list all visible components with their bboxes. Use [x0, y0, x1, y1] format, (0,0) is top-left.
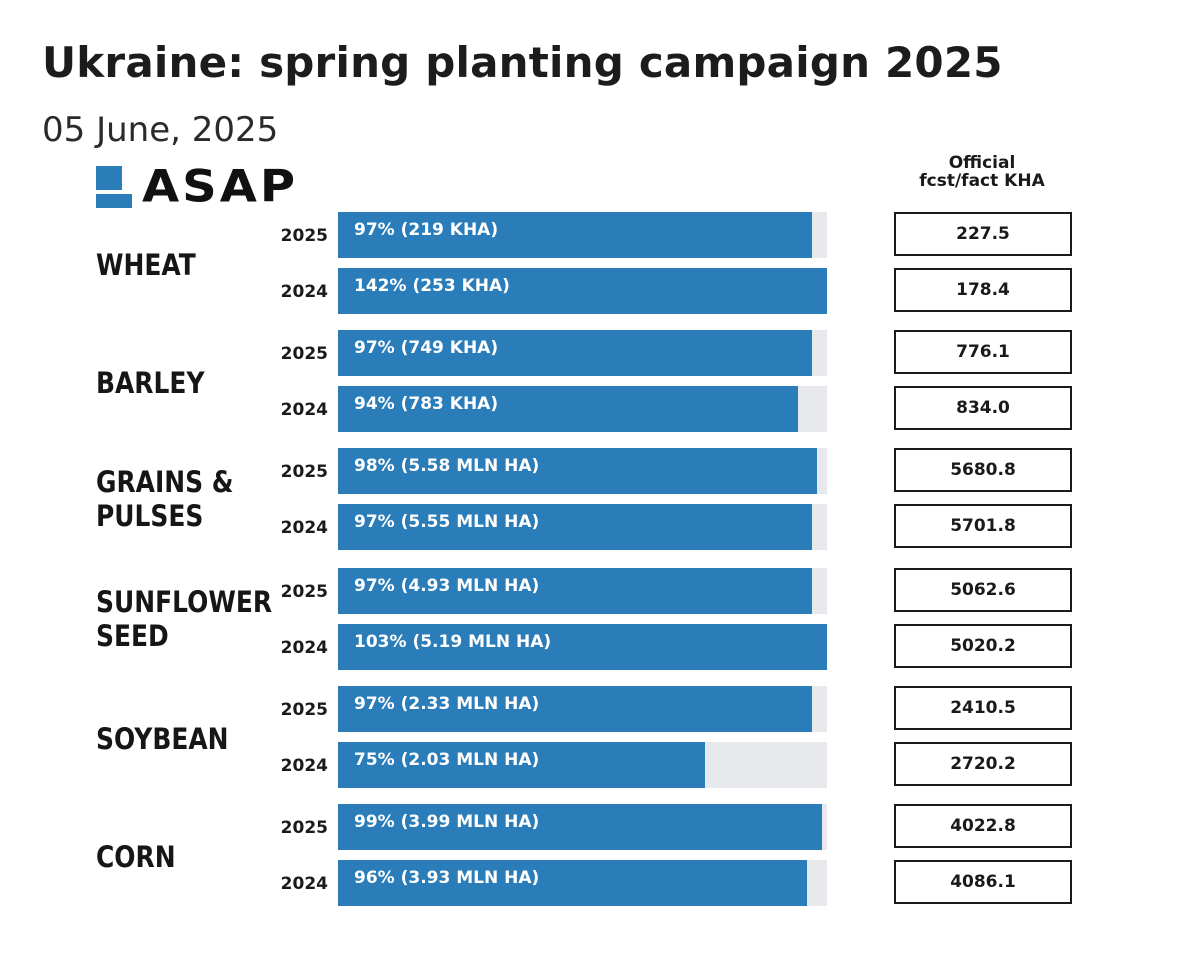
official-value-box: 5020.2 [894, 624, 1072, 668]
official-value-box: 5680.8 [894, 448, 1072, 492]
year-label: 2025 [280, 582, 328, 602]
bar-2024 [338, 268, 827, 314]
crop-label: BARLEY [96, 366, 205, 400]
official-value-box: 2410.5 [894, 686, 1072, 730]
year-label: 2024 [280, 518, 328, 538]
bar-data-label: 98% (5.58 MLN HA) [354, 456, 540, 476]
official-value-box: 834.0 [894, 386, 1072, 430]
bar-data-label: 97% (749 KHA) [354, 338, 499, 358]
bar-track: 97% (749 KHA) [338, 330, 827, 376]
bar-data-label: 99% (3.99 MLN HA) [354, 812, 540, 832]
year-label: 2025 [280, 344, 328, 364]
bar-2024 [338, 386, 798, 432]
crop-label-line: WHEAT [96, 248, 196, 282]
official-value-box: 178.4 [894, 268, 1072, 312]
bar-track: 96% (3.93 MLN HA) [338, 860, 827, 906]
official-column-header: Official fcst/fact KHA [892, 154, 1072, 190]
crop-label: CORN [96, 840, 176, 874]
bar-2025 [338, 804, 822, 850]
bar-2025 [338, 448, 817, 494]
official-value-box: 227.5 [894, 212, 1072, 256]
bar-2025 [338, 568, 812, 614]
crop-label-line: CORN [96, 840, 176, 874]
official-value-box: 776.1 [894, 330, 1072, 374]
bar-data-label: 97% (2.33 MLN HA) [354, 694, 540, 714]
bar-2025 [338, 686, 812, 732]
bar-track: 142% (253 KHA) [338, 268, 827, 314]
bar-track: 98% (5.58 MLN HA) [338, 448, 827, 494]
bar-track: 97% (2.33 MLN HA) [338, 686, 827, 732]
crop-label-line: SEED [96, 619, 169, 653]
official-value-box: 2720.2 [894, 742, 1072, 786]
official-value-box: 5062.6 [894, 568, 1072, 612]
bar-track: 97% (5.55 MLN HA) [338, 504, 827, 550]
year-label: 2025 [280, 226, 328, 246]
official-column-header-line1: Official [948, 153, 1016, 173]
bar-2024 [338, 624, 827, 670]
official-column-header-line2: fcst/fact KHA [919, 171, 1045, 191]
year-label: 2024 [280, 874, 328, 894]
year-label: 2025 [280, 700, 328, 720]
official-value-box: 4086.1 [894, 860, 1072, 904]
bar-2025 [338, 330, 812, 376]
year-label: 2024 [280, 400, 328, 420]
year-label: 2025 [280, 818, 328, 838]
bar-2024 [338, 860, 807, 906]
official-value-box: 5701.8 [894, 504, 1072, 548]
year-label: 2024 [280, 282, 328, 302]
year-label: 2025 [280, 462, 328, 482]
asap-logo-text: ASAP [142, 161, 299, 213]
bar-track: 94% (783 KHA) [338, 386, 827, 432]
bar-track: 103% (5.19 MLN HA) [338, 624, 827, 670]
year-label: 2024 [280, 756, 328, 776]
bar-data-label: 103% (5.19 MLN HA) [354, 632, 552, 652]
crop-label-line: SUNFLOWER [96, 585, 273, 619]
bar-data-label: 97% (219 KHA) [354, 220, 499, 240]
bar-track: 75% (2.03 MLN HA) [338, 742, 827, 788]
bar-data-label: 96% (3.93 MLN HA) [354, 868, 540, 888]
crop-label-line: GRAINS & [96, 465, 234, 499]
crop-label-line: SOYBEAN [96, 722, 229, 756]
bar-data-label: 94% (783 KHA) [354, 394, 499, 414]
bar-track: 99% (3.99 MLN HA) [338, 804, 827, 850]
crop-label: SOYBEAN [96, 722, 229, 756]
crop-label-line: BARLEY [96, 366, 205, 400]
crop-label: WHEAT [96, 248, 196, 282]
asap-logo-icon [96, 166, 132, 208]
chart-title: Ukraine: spring planting campaign 2025 [42, 38, 1003, 87]
bar-2024 [338, 742, 705, 788]
official-value-box: 4022.8 [894, 804, 1072, 848]
bar-data-label: 97% (4.93 MLN HA) [354, 576, 540, 596]
crop-label: SUNFLOWER SEED [96, 585, 272, 653]
bar-2025 [338, 212, 812, 258]
bar-track: 97% (4.93 MLN HA) [338, 568, 827, 614]
chart-date: 05 June, 2025 [42, 110, 279, 150]
bar-data-label: 97% (5.55 MLN HA) [354, 512, 540, 532]
bar-data-label: 142% (253 KHA) [354, 276, 510, 296]
bar-data-label: 75% (2.03 MLN HA) [354, 750, 540, 770]
year-label: 2024 [280, 638, 328, 658]
asap-logo: ASAP [96, 164, 298, 210]
bar-2024 [338, 504, 812, 550]
bar-track: 97% (219 KHA) [338, 212, 827, 258]
crop-label: GRAINS & PULSES [96, 465, 234, 533]
crop-label-line: PULSES [96, 499, 204, 533]
